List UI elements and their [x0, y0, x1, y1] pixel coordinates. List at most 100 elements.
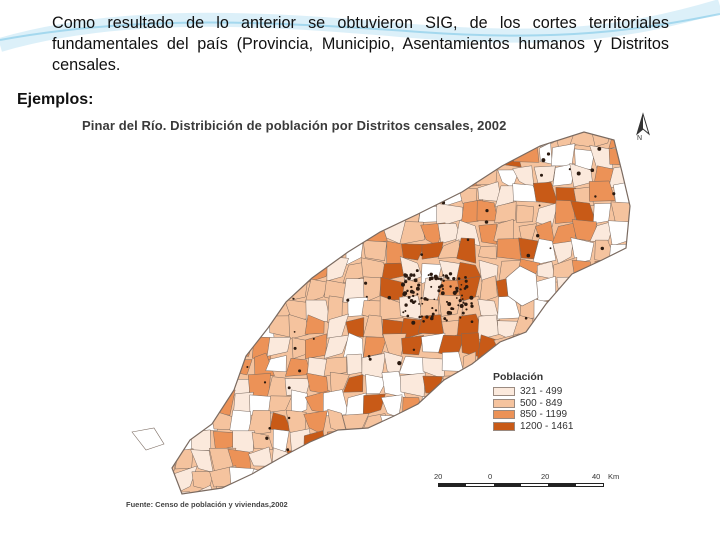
settlement-dot	[252, 224, 256, 228]
census-district	[212, 319, 231, 340]
census-district	[571, 300, 597, 317]
census-district	[304, 242, 331, 260]
census-district	[346, 353, 363, 376]
census-district	[590, 297, 613, 321]
settlement-dot	[462, 301, 465, 304]
settlement-dot	[459, 316, 462, 319]
census-district	[284, 199, 312, 224]
settlement-dot	[590, 168, 595, 173]
census-district	[401, 451, 425, 472]
settlement-dot	[629, 136, 630, 140]
census-district	[458, 408, 481, 433]
settlement-dot	[402, 292, 407, 297]
census-district	[266, 202, 291, 225]
census-district	[231, 180, 256, 202]
census-district	[456, 132, 483, 152]
census-district	[134, 339, 159, 359]
settlement-dot	[364, 281, 368, 285]
settlement-dot	[181, 284, 184, 287]
legend-swatch	[493, 387, 515, 397]
census-district	[249, 276, 275, 303]
census-district	[345, 317, 365, 338]
census-district	[172, 294, 178, 320]
census-district	[476, 450, 497, 470]
census-district	[477, 427, 495, 456]
settlement-dot	[600, 326, 604, 330]
settlement-dot	[256, 179, 261, 184]
settlement-dot	[464, 279, 468, 283]
scale-tick-label: 20	[434, 472, 443, 481]
settlement-dot	[447, 302, 452, 306]
settlement-dot	[440, 291, 445, 296]
census-district	[520, 434, 540, 449]
census-district	[306, 452, 328, 475]
settlement-dot	[268, 427, 271, 430]
settlement-dot	[348, 207, 353, 211]
census-district	[646, 393, 658, 417]
census-district	[648, 163, 658, 189]
settlement-dot	[397, 361, 402, 366]
census-district	[342, 429, 367, 450]
census-district	[133, 378, 160, 395]
settlement-dot	[287, 147, 292, 152]
legend-item: 850 - 1199	[493, 409, 573, 421]
census-district	[252, 180, 274, 204]
settlement-dot	[404, 280, 408, 284]
census-district	[344, 487, 369, 494]
census-district	[531, 238, 557, 266]
census-district	[133, 466, 158, 488]
settlement-dot	[337, 142, 340, 145]
census-district	[214, 354, 234, 377]
census-district	[457, 144, 482, 170]
census-district	[632, 411, 651, 433]
census-district	[647, 221, 658, 244]
settlement-dot	[549, 247, 552, 250]
census-district	[364, 132, 382, 146]
map-title: Pinar del Río. Distribición de población…	[82, 118, 507, 133]
census-district	[249, 199, 268, 228]
settlement-dot	[206, 260, 210, 264]
settlement-dot	[430, 424, 435, 429]
settlement-dot	[246, 162, 251, 166]
settlement-dot	[312, 337, 315, 340]
census-district	[614, 277, 630, 301]
census-district	[118, 280, 141, 300]
settlement-dot	[585, 351, 589, 355]
census-district	[285, 180, 307, 207]
census-district	[248, 132, 274, 150]
census-district	[499, 430, 519, 456]
settlement-dot	[402, 311, 405, 314]
census-district	[651, 314, 658, 338]
settlement-dot	[459, 377, 464, 381]
census-district	[191, 146, 212, 165]
census-district	[134, 296, 157, 315]
census-district	[304, 163, 328, 186]
census-district	[363, 430, 388, 456]
census-district	[229, 316, 252, 342]
census-district	[323, 223, 350, 245]
settlement-dot	[316, 136, 320, 140]
census-district	[516, 132, 539, 149]
settlement-dot	[286, 448, 290, 452]
census-district	[190, 200, 216, 227]
settlement-dot	[633, 347, 635, 349]
census-district	[588, 279, 617, 300]
census-district	[213, 199, 236, 225]
census-district	[477, 132, 503, 149]
settlement-dot	[213, 259, 218, 264]
census-district	[399, 428, 424, 454]
settlement-dot	[274, 163, 278, 168]
settlement-dot	[303, 183, 306, 186]
census-district	[417, 447, 440, 471]
census-district	[246, 297, 272, 318]
legend-swatch	[493, 410, 515, 420]
settlement-dot	[441, 287, 445, 291]
settlement-dot	[465, 308, 468, 311]
settlement-dot	[421, 302, 424, 305]
census-district	[304, 314, 325, 335]
census-district	[284, 218, 313, 243]
census-district	[324, 469, 351, 491]
census-district	[440, 391, 461, 417]
settlement-dot	[594, 195, 597, 198]
settlement-dot	[412, 274, 416, 277]
